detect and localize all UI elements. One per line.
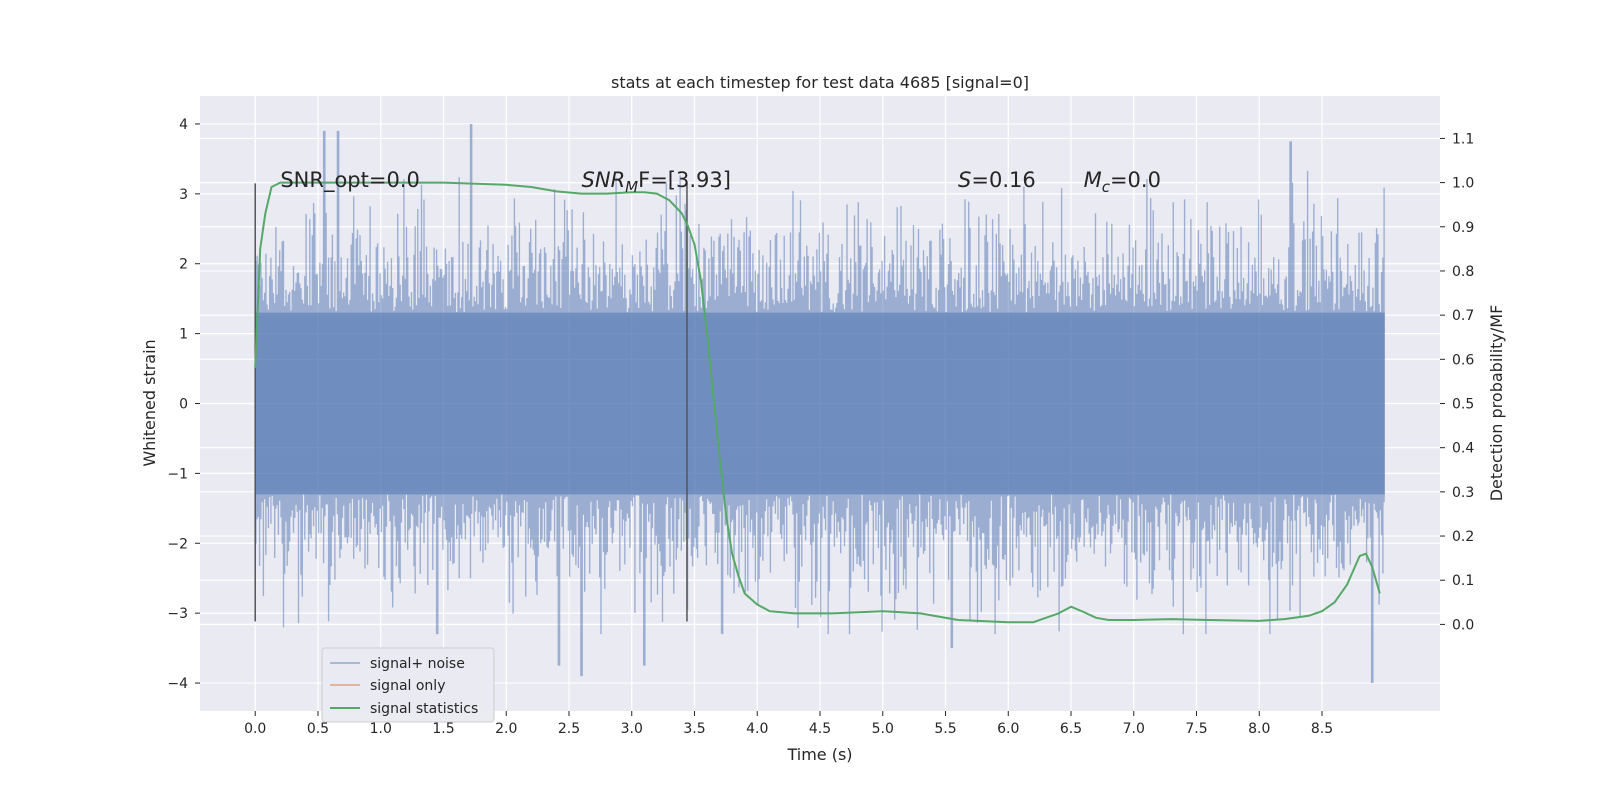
- x-tick-label: 8.0: [1248, 721, 1270, 737]
- y-tick-label: 0: [179, 397, 188, 413]
- annotations: SNR_opt=0.0 SNRMF=[3.93] S=0.16 Mc=0.0: [280, 168, 1161, 196]
- x-tick-label: 0.0: [244, 721, 266, 737]
- legend-label-signal: signal only: [370, 678, 445, 694]
- chart-title: stats at each timestep for test data 468…: [611, 73, 1029, 92]
- annotation-1: SNRMF=[3.93]: [582, 168, 731, 196]
- legend: signal+ noise signal only signal statist…: [321, 647, 495, 723]
- y-tick-label: −4: [167, 676, 188, 692]
- stats-series: [254, 181, 1381, 624]
- right-axis-ticks: 1.1 1.0 0.9 0.8 0.7 0.6 0.5 0.4 0.3 0.2 0.1 0.0: [1440, 131, 1474, 633]
- y2-tick-label: 0.9: [1452, 220, 1474, 236]
- x-tick-label: 3.5: [683, 721, 705, 737]
- x-tick-label: 3.0: [621, 721, 643, 737]
- y2-tick-label: 0.6: [1452, 352, 1474, 368]
- y2-tick-label: 0.1: [1452, 573, 1474, 589]
- y-tick-label: 2: [179, 257, 188, 273]
- x-tick-label: 4.0: [746, 721, 768, 737]
- annotation-0: SNR_opt=0.0: [280, 168, 420, 193]
- legend-box: [321, 647, 495, 723]
- x-tick-label: 4.5: [809, 721, 831, 737]
- y2-tick-label: 0.3: [1452, 485, 1474, 501]
- x-tick-label: 8.5: [1311, 721, 1333, 737]
- x-tick-label: 5.0: [872, 721, 894, 737]
- y-tick-label: 3: [179, 187, 188, 203]
- y-axis-label: Whitened strain: [140, 339, 159, 466]
- annotation-value: =0.16: [971, 168, 1035, 192]
- y2-tick-label: 0.2: [1452, 529, 1474, 545]
- x-tick-label: 5.5: [934, 721, 956, 737]
- x-tick-label: 0.5: [307, 721, 329, 737]
- y2-axis-label: Detection probability/MF: [1487, 305, 1506, 502]
- x-tick-label: 7.0: [1123, 721, 1145, 737]
- threshold-markers: [254, 183, 688, 622]
- legend-label-stats: signal statistics: [370, 701, 478, 717]
- stats-line: [254, 181, 1381, 624]
- x-tick-label: 6.0: [997, 721, 1019, 737]
- y2-tick-label: 0.7: [1452, 308, 1474, 324]
- y2-tick-label: 0.4: [1452, 441, 1474, 457]
- annotation-symbol: M: [1084, 168, 1102, 192]
- x-tick-label: 6.5: [1060, 721, 1082, 737]
- y2-tick-label: 1.0: [1452, 176, 1474, 192]
- legend-label-noise: signal+ noise: [370, 656, 465, 672]
- x-tick-label: 7.5: [1185, 721, 1207, 737]
- annotation-value: =0.0: [1110, 168, 1161, 192]
- x-axis-ticks: 0.0 0.5 1.0 1.5 2.0 2.5 3.0 3.5 4.0 4.5 5.0 5.5 6.0 6…: [244, 711, 1333, 737]
- y-tick-label: −1: [167, 466, 188, 482]
- x-tick-label: 1.5: [432, 721, 454, 737]
- y-tick-label: 4: [179, 117, 188, 133]
- y2-tick-label: 0.5: [1452, 397, 1474, 413]
- x-tick-label: 1.0: [370, 721, 392, 737]
- y-tick-label: −2: [167, 536, 188, 552]
- annotation-subscript: M: [625, 178, 638, 196]
- annotation-3: Mc=0.0: [1084, 168, 1161, 196]
- x-axis-label: Time (s): [786, 745, 852, 764]
- left-axis-ticks: 4 3 2 1 0 −1 −2 −3 −4: [167, 117, 200, 692]
- y-tick-label: 1: [179, 327, 188, 343]
- x-tick-label: 2.5: [558, 721, 580, 737]
- y-tick-label: −3: [167, 606, 188, 622]
- y2-tick-label: 0.8: [1452, 264, 1474, 280]
- annotation-2: S=0.16: [958, 168, 1036, 192]
- annotation-symbol: SNR: [582, 168, 626, 192]
- x-tick-label: 2.0: [495, 721, 517, 737]
- y2-tick-label: 0.0: [1452, 617, 1474, 633]
- noise-series: [255, 124, 1385, 683]
- annotation-value: F=[3.93]: [638, 168, 731, 192]
- annotation-symbol: S: [958, 168, 971, 192]
- y2-tick-label: 1.1: [1452, 131, 1474, 147]
- annotation-subscript: c: [1102, 178, 1111, 196]
